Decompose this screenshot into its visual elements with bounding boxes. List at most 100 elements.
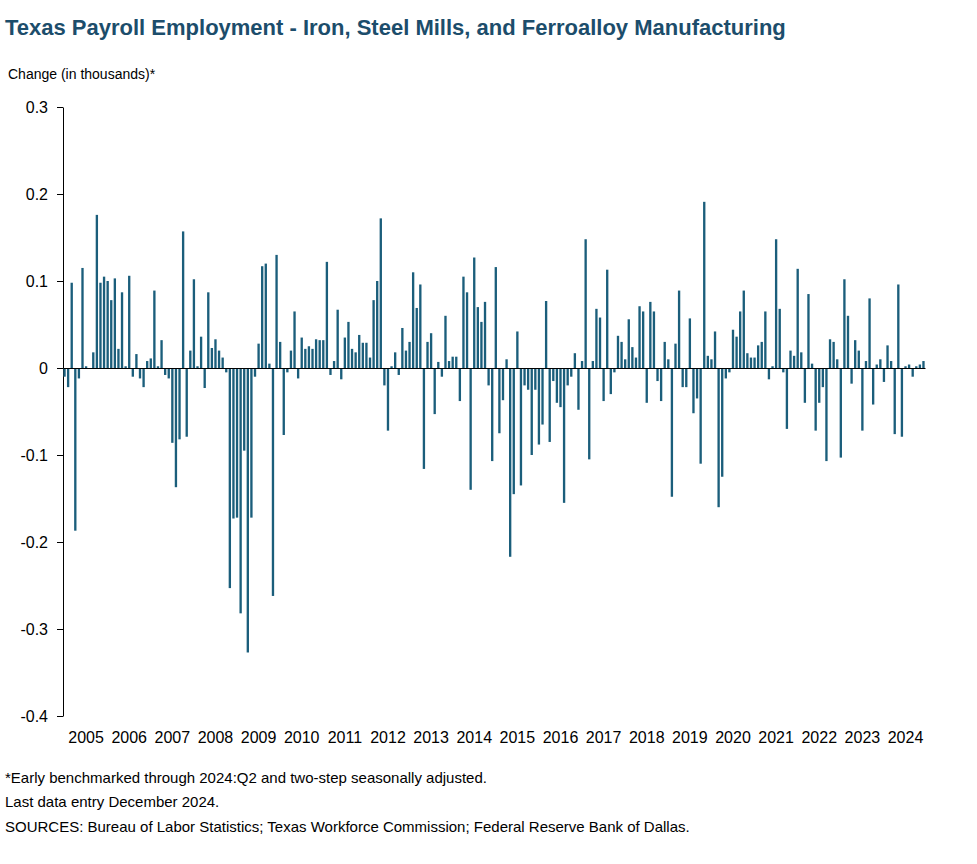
bar [383,368,385,385]
y-tick: -0.1 [20,447,63,464]
x-tick: 2008 [198,368,234,746]
x-tick-label: 2018 [629,729,665,746]
bar [908,365,910,368]
x-tick-label: 2022 [801,729,837,746]
x-tick-label: 2011 [328,729,363,746]
bar [308,346,310,368]
bar [584,239,586,368]
bar [689,318,691,368]
bar [487,368,489,385]
bar [293,311,295,368]
x-tick-label: 2014 [456,729,492,746]
x-tick-label: 2015 [500,729,536,746]
x-tick-label: 2023 [845,729,881,746]
bar [466,292,468,368]
bar [426,342,428,368]
bar [394,352,396,368]
x-tick: 2020 [715,368,751,746]
bar [171,368,173,443]
bar [592,361,594,368]
bar [74,368,76,531]
bar [193,279,195,368]
bar [660,368,662,401]
bar [667,359,669,368]
y-tick-label: 0.3 [26,99,48,116]
bar [477,307,479,368]
bar [559,368,561,407]
bar [250,368,252,518]
bar [538,368,540,445]
bar [455,357,457,368]
bar [714,331,716,368]
bar [624,359,626,368]
bar [390,366,392,368]
x-tick-label: 2007 [155,729,191,746]
bar [516,331,518,368]
bar [635,358,637,368]
bar [750,358,752,368]
bar [265,264,267,368]
bar [128,276,130,368]
bar [358,335,360,368]
bar [682,368,684,387]
bar [434,368,436,414]
x-tick: 2016 [543,368,579,746]
x-tick: 2007 [155,368,191,746]
bar [315,339,317,368]
x-tick: 2017 [586,368,622,746]
bar [462,277,464,368]
bar [897,284,899,368]
y-tick: 0.3 [26,99,63,116]
bar [692,368,694,413]
x-tick: 2011 [328,368,363,746]
bar [602,368,604,401]
bar [96,215,98,368]
x-tick-label: 2010 [284,729,320,746]
bar [570,368,572,377]
bar [498,368,500,433]
x-tick: 2024 [888,368,924,746]
bar [595,309,597,368]
bar [423,368,425,469]
bar [311,349,313,368]
x-tick: 2021 [758,368,794,746]
bar [840,368,842,458]
x-tick-label: 2006 [111,729,147,746]
bar [854,340,856,368]
bar [617,336,619,368]
bar [326,262,328,368]
y-tick-mark [57,194,63,195]
bar [915,366,917,368]
bar [416,308,418,368]
bar [545,301,547,368]
bar [430,333,432,368]
bar [211,348,213,368]
x-axis-line [64,368,926,369]
bar [858,351,860,368]
y-tick: -0.3 [20,621,63,638]
bar [876,365,878,368]
bar [376,281,378,368]
bar [398,368,400,375]
bar [581,361,583,368]
bar [63,368,65,377]
bar [556,368,558,403]
bar [753,358,755,368]
bar [484,302,486,368]
x-tick-label: 2009 [241,729,277,746]
bar [92,352,94,368]
bar [106,281,108,368]
bar [872,368,874,405]
y-tick: -0.4 [20,708,63,725]
bar [178,368,180,439]
y-axis-title: Change (in thousands)* [8,66,156,82]
bar [825,368,827,461]
chart: Texas Payroll Employment - Iron, Steel M… [0,0,977,864]
bar [671,368,673,497]
bar [599,318,601,368]
bar [78,368,80,378]
bar [642,311,644,368]
bar [811,364,813,368]
bar [919,365,921,368]
bar [333,361,335,368]
